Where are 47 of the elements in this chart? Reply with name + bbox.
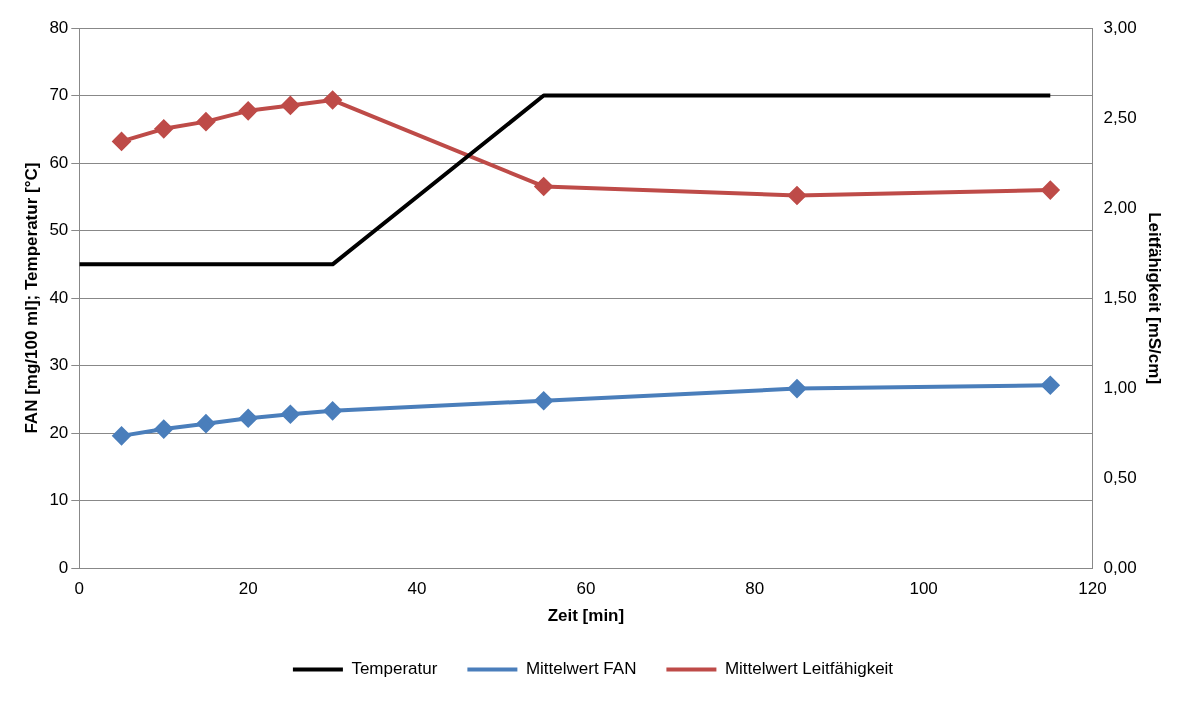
y2-axis-title: Leitfähigkeit [mS/cm] bbox=[1145, 212, 1165, 385]
x-tick-label: 40 bbox=[407, 579, 427, 599]
point bbox=[112, 426, 131, 445]
x-tick-label: 120 bbox=[1078, 579, 1107, 599]
legend-label: Mittelwert Leitfähigkeit bbox=[724, 659, 894, 679]
y-tick-label: 60 bbox=[49, 152, 69, 172]
y-tick-label: 80 bbox=[49, 17, 69, 37]
x-axis-title: Zeit [min] bbox=[547, 606, 625, 626]
y2-tick-label: 3,00 bbox=[1103, 17, 1137, 37]
point bbox=[281, 96, 300, 115]
point bbox=[154, 119, 173, 138]
y2-tick-label: 1,50 bbox=[1103, 287, 1137, 307]
point bbox=[534, 391, 553, 410]
point bbox=[281, 405, 300, 424]
y2-tick-label: 1,00 bbox=[1103, 377, 1137, 397]
x-tick-label: 20 bbox=[238, 579, 258, 599]
point bbox=[1041, 181, 1060, 200]
point bbox=[788, 379, 806, 398]
y-axis-title: FAN [mg/100 ml]; Temperatur [°C] bbox=[21, 162, 41, 434]
y-tick-label: 20 bbox=[49, 422, 69, 442]
y-tick-label: 10 bbox=[49, 490, 69, 510]
y-tick-label: 50 bbox=[49, 220, 69, 240]
y2-tick-label: 0,00 bbox=[1103, 557, 1137, 577]
y-tick-label: 0 bbox=[58, 557, 69, 577]
legend-label: Temperatur bbox=[351, 659, 438, 679]
point bbox=[1041, 376, 1060, 395]
point bbox=[196, 112, 215, 131]
point bbox=[239, 101, 258, 120]
legend-label: Mittelwert FAN bbox=[525, 659, 637, 679]
x-tick-label: 60 bbox=[576, 579, 596, 599]
point bbox=[154, 420, 173, 439]
y2-tick-label: 2,50 bbox=[1103, 107, 1137, 127]
point bbox=[239, 409, 258, 428]
point bbox=[112, 132, 131, 151]
point bbox=[323, 91, 342, 110]
x-tick-label: 80 bbox=[745, 579, 765, 599]
y2-tick-label: 2,00 bbox=[1103, 197, 1137, 217]
y-tick-label: 40 bbox=[49, 287, 69, 307]
point bbox=[534, 177, 553, 196]
point bbox=[788, 186, 806, 205]
point bbox=[196, 414, 215, 433]
y2-tick-label: 0,50 bbox=[1103, 467, 1137, 487]
x-tick-label: 100 bbox=[909, 579, 938, 599]
y-tick-label: 30 bbox=[49, 355, 69, 375]
x-tick-label: 0 bbox=[74, 579, 85, 599]
point bbox=[323, 401, 342, 420]
y-tick-label: 70 bbox=[49, 85, 69, 105]
